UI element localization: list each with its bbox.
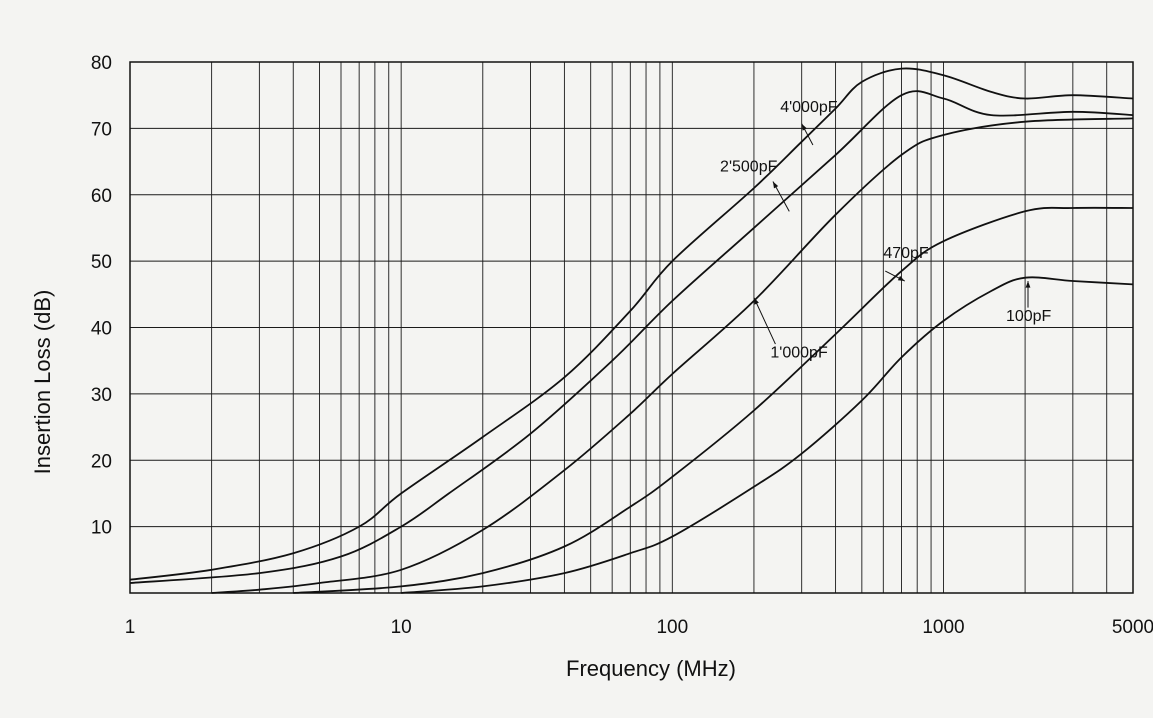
curve-100pf [401, 276, 1134, 594]
x-tick-label: 100 [656, 617, 688, 638]
y-tick-label: 50 [91, 252, 112, 273]
y-tick-label: 80 [91, 53, 112, 74]
annotation-4-000pf: 4'000pF [780, 99, 838, 116]
y-tick-label: 30 [91, 385, 112, 406]
x-axis-label: Frequency (MHz) [566, 656, 736, 681]
y-tick-label: 10 [91, 518, 112, 539]
y-tick-label: 20 [91, 451, 112, 472]
grid [130, 61, 1134, 593]
annotation-arrowhead [897, 275, 905, 282]
curve-4-000pf [129, 67, 1134, 581]
y-axis-label: Insertion Loss (dB) [30, 290, 55, 475]
annotation-100pf: 100pF [1006, 308, 1052, 325]
annotation-2-500pf: 2'500pF [720, 159, 778, 176]
annotation-arrowhead [753, 297, 759, 305]
curve-1-000pf [211, 117, 1134, 594]
annotation-arrowhead [1025, 281, 1031, 288]
annotation-leader [753, 297, 776, 345]
curves [129, 67, 1134, 594]
annotation-arrowhead [772, 181, 779, 189]
curve-2-500pf [129, 90, 1134, 584]
y-tick-label: 40 [91, 319, 112, 340]
annotation-470pf: 470pF [883, 245, 929, 262]
annotation-1-000pf: 1'000pF [770, 344, 828, 361]
tick-labels: 1 10 100 1000 5000 10 20 30 40 50 60 70 80 [91, 53, 1153, 638]
y-tick-label: 60 [91, 186, 112, 207]
curve-470pf [293, 206, 1134, 594]
y-tick-label: 70 [91, 119, 112, 140]
annotation-arrowhead [801, 123, 807, 131]
x-tick-label: 1 [125, 617, 136, 638]
x-tick-label: 5000 [1112, 617, 1153, 638]
plot-frame [129, 61, 1134, 594]
curve-annotations: 4'000pF 2'500pF 1'000pF 470pF 100pF [720, 99, 1051, 362]
x-tick-label: 1000 [922, 617, 964, 638]
x-tick-label: 10 [391, 617, 412, 638]
